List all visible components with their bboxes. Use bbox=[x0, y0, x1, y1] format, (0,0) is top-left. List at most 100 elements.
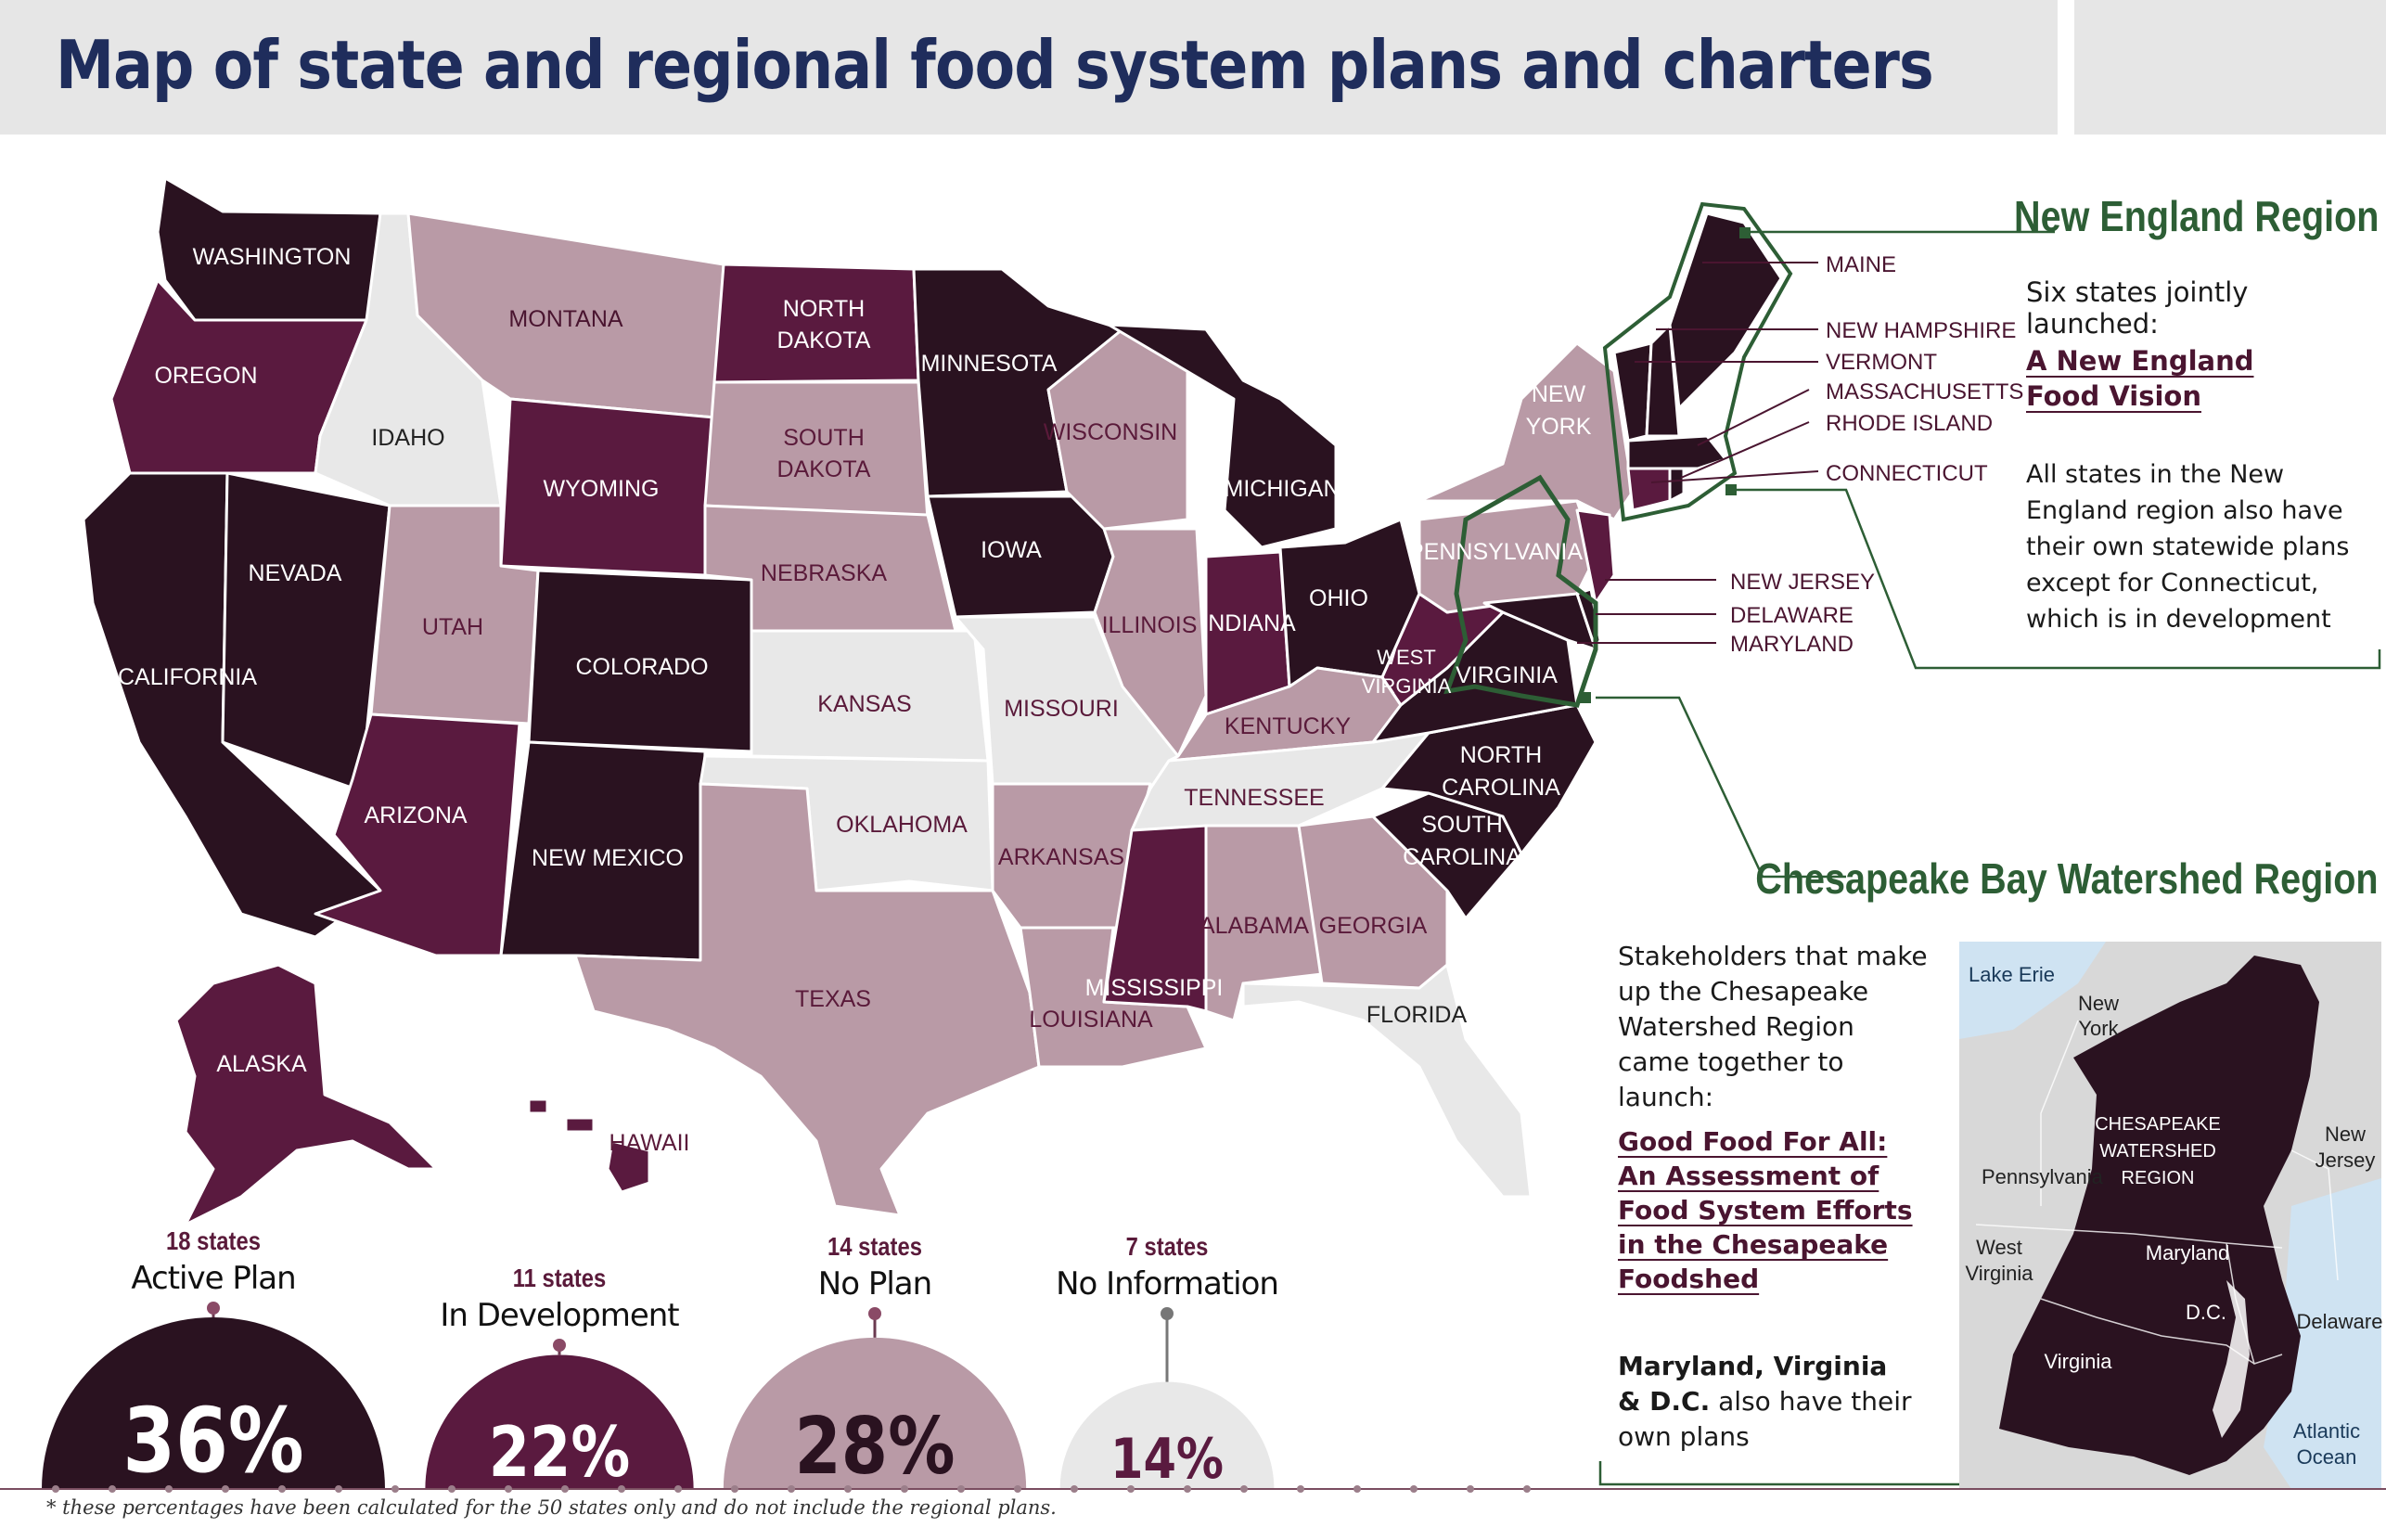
chesapeake-link[interactable]: Good Food For All: An Assessment of Food… bbox=[1618, 1126, 1913, 1294]
state-illinois[interactable] bbox=[1093, 527, 1208, 758]
state-hawaii[interactable] bbox=[606, 1139, 651, 1194]
label-minnesota: MINNESOTA bbox=[921, 351, 1058, 377]
stat-label-3: No Plan bbox=[817, 1265, 932, 1303]
label-kansas: KANSAS bbox=[817, 691, 911, 717]
stat-semicircle-4 bbox=[1059, 1381, 1275, 1489]
label-ohio: OHIO bbox=[1309, 585, 1368, 611]
label-california: CALIFORNIA bbox=[118, 664, 257, 690]
state-north-dakota[interactable] bbox=[712, 263, 920, 384]
stat-count-4: 7 states bbox=[1125, 1232, 1209, 1261]
state-hawaii-2 bbox=[527, 1097, 549, 1115]
new-england-note: All states in the New England region als… bbox=[2026, 460, 2350, 634]
baseline-dot bbox=[391, 1485, 399, 1493]
inset-label-delaware: Delaware bbox=[2297, 1310, 2383, 1333]
baseline-dot bbox=[957, 1485, 965, 1493]
label-oklahoma: OKLAHOMA bbox=[836, 812, 968, 838]
new-england-region-outline bbox=[1602, 201, 1793, 522]
stat-count-1: 18 states bbox=[166, 1226, 261, 1255]
inset-label-new-york-2: York bbox=[2078, 1017, 2119, 1040]
label-north-dakota-1: NORTH bbox=[783, 296, 865, 322]
label-nevada: NEVADA bbox=[249, 560, 342, 586]
new-england-title: New England Region bbox=[2013, 192, 2379, 240]
label-utah: UTAH bbox=[422, 614, 483, 640]
inset-label-lake-erie: Lake Erie bbox=[1969, 963, 2055, 986]
baseline-dot bbox=[1071, 1485, 1078, 1493]
label-wisconsin: WISCONSIN bbox=[1044, 419, 1177, 445]
baseline-dot bbox=[788, 1485, 795, 1493]
stat-percent-3: 28% bbox=[794, 1400, 956, 1493]
marker-chesapeake bbox=[1580, 692, 1591, 703]
state-maine[interactable] bbox=[1668, 212, 1783, 410]
stat-label-4: No Information bbox=[1056, 1265, 1279, 1303]
state-alaska[interactable] bbox=[174, 963, 438, 1226]
baseline-dot bbox=[674, 1485, 682, 1493]
callout-massachusetts: MASSACHUSETTS bbox=[1826, 379, 2023, 404]
label-missouri: MISSOURI bbox=[1004, 696, 1119, 722]
callout-maryland: MARYLAND bbox=[1730, 632, 1854, 657]
header-bar-right bbox=[2074, 0, 2386, 135]
state-florida[interactable] bbox=[1241, 963, 1533, 1199]
label-north-carolina-1: NORTH bbox=[1460, 742, 1542, 768]
label-washington: WASHINGTON bbox=[193, 244, 352, 270]
baseline-dot bbox=[165, 1485, 173, 1493]
inset-label-west-virginia-1: West bbox=[1976, 1236, 2022, 1259]
label-pennsylvania: PENNSYLVANIA bbox=[1408, 539, 1583, 565]
label-iowa: IOWA bbox=[981, 537, 1042, 563]
chesapeake-intro: Stakeholders that make up the Chesapeake… bbox=[1618, 941, 1928, 1112]
baseline-dot bbox=[1467, 1485, 1474, 1493]
stat-percent-2: 22% bbox=[488, 1411, 631, 1493]
baseline-dot bbox=[222, 1485, 229, 1493]
chesapeake-region-outline bbox=[1443, 474, 1598, 708]
stat-count-3: 14 states bbox=[827, 1232, 922, 1261]
label-hawaii: HAWAII bbox=[609, 1130, 689, 1156]
stat-label-1: Active Plan bbox=[131, 1260, 296, 1297]
callout-new-hampshire: NEW HAMPSHIRE bbox=[1826, 318, 2016, 343]
label-new-mexico: NEW MEXICO bbox=[532, 845, 684, 871]
state-connecticut[interactable] bbox=[1626, 467, 1672, 512]
stat-semicircle-2 bbox=[425, 1354, 694, 1489]
state-south-dakota[interactable] bbox=[703, 380, 930, 521]
label-alaska: ALASKA bbox=[216, 1051, 307, 1077]
baseline-dot bbox=[448, 1485, 455, 1493]
label-alabama: ALABAMA bbox=[1199, 913, 1309, 939]
state-louisiana[interactable] bbox=[1019, 926, 1208, 1069]
new-england-intro: Six states jointly launched: bbox=[2026, 276, 2249, 340]
label-west-virginia-2: VIRGINIA bbox=[1362, 674, 1452, 698]
label-north-dakota-2: DAKOTA bbox=[777, 327, 871, 353]
state-arizona[interactable] bbox=[314, 712, 521, 957]
state-new-york[interactable] bbox=[1417, 341, 1635, 521]
footnote: * these percentages have been calculated… bbox=[46, 1496, 1057, 1519]
baseline-dot bbox=[335, 1485, 342, 1493]
inset-label-region-1: CHESAPEAKE bbox=[2095, 1114, 2221, 1135]
baseline-dot bbox=[505, 1485, 512, 1493]
baseline-dot bbox=[1127, 1485, 1135, 1493]
new-england-link[interactable]: A New England Food Vision bbox=[2026, 345, 2254, 412]
state-new-hampshire[interactable] bbox=[1645, 323, 1681, 438]
label-kentucky: KENTUCKY bbox=[1225, 713, 1351, 739]
label-mississippi: MISSISSIPPI bbox=[1085, 975, 1224, 1001]
state-massachusetts[interactable] bbox=[1626, 434, 1727, 470]
inset-label-west-virginia-2: Virginia bbox=[1966, 1262, 2034, 1285]
label-virginia: VIRGINIA bbox=[1456, 662, 1558, 688]
baseline-dot bbox=[278, 1485, 286, 1493]
stat-label-2: In Development bbox=[440, 1297, 679, 1334]
inset-label-new-york-1: New bbox=[2078, 992, 2119, 1015]
label-montana: MONTANA bbox=[508, 306, 622, 332]
state-texas[interactable] bbox=[573, 782, 1041, 1217]
state-rhode-island[interactable] bbox=[1668, 467, 1686, 503]
stat-pin-dot-2 bbox=[553, 1339, 566, 1352]
label-arkansas: ARKANSAS bbox=[998, 844, 1124, 870]
label-nebraska: NEBRASKA bbox=[761, 560, 887, 586]
state-hawaii-3 bbox=[564, 1116, 596, 1134]
stat-percent-1: 36% bbox=[122, 1389, 304, 1494]
stat-count-2: 11 states bbox=[512, 1264, 607, 1292]
inset-label-region-2: WATERSHED bbox=[2099, 1141, 2216, 1161]
header-bar bbox=[0, 0, 2058, 135]
state-michigan[interactable] bbox=[1107, 323, 1338, 549]
chesapeake-inset-map bbox=[1959, 942, 2381, 1489]
label-wyoming: WYOMING bbox=[544, 476, 660, 502]
state-maryland[interactable] bbox=[1482, 592, 1597, 651]
chesapeake-note: Maryland, Virginia & D.C. also have thei… bbox=[1618, 1349, 1915, 1455]
label-georgia: GEORGIA bbox=[1319, 913, 1428, 939]
baseline-dot bbox=[52, 1485, 59, 1493]
